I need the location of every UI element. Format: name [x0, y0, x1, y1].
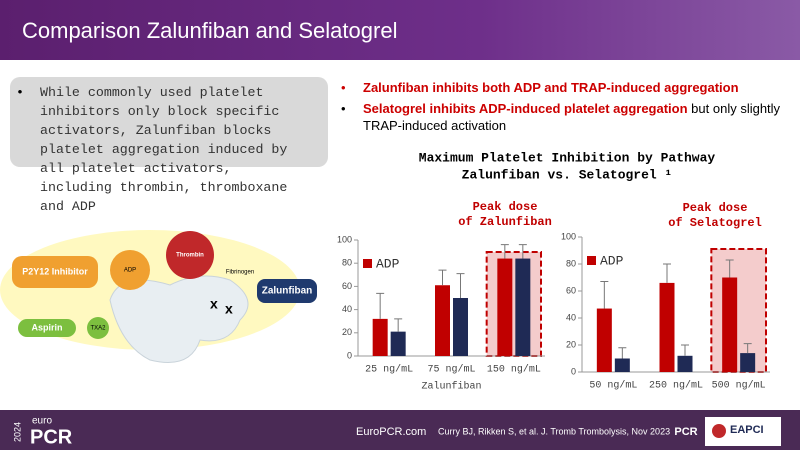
y-tick-label: 80: [566, 258, 576, 268]
box-line: activators, Zalunfiban blocks: [40, 123, 272, 138]
footer-site: EuroPCR.com: [356, 426, 426, 438]
diagram-label: TXA2: [90, 326, 106, 332]
x-tick-label: 50 ng/mL: [589, 380, 637, 392]
box-line: all platelet activators,: [40, 161, 232, 176]
y-tick-label: 100: [337, 234, 352, 244]
y-tick-label: 20: [566, 339, 576, 349]
diagram: x x: [0, 230, 317, 363]
legend-label: ADP: [600, 253, 624, 268]
y-tick-label: 80: [342, 258, 352, 268]
y-tick-label: 100: [561, 231, 576, 241]
diagram-label: Aspirin: [31, 322, 62, 332]
footer-eapci: EAPCI: [730, 424, 764, 436]
footer-citation: Curry BJ, Rikken S, et al. J. Tromb Trom…: [438, 426, 670, 436]
bold-text: Selatogrel inhibits ADP-induced platelet…: [363, 101, 688, 116]
x-axis-label: Zalunfiban: [421, 381, 481, 393]
bullet-1: • Zalunfiban inhibits both ADP and TRAP-i…: [341, 80, 739, 95]
bar: [614, 358, 630, 372]
x-tick-label: 250 ng/mL: [649, 380, 703, 392]
svg-text:x: x: [225, 301, 233, 317]
legend-swatch: [363, 259, 372, 268]
bar: [435, 285, 450, 356]
bar: [740, 353, 756, 372]
error-bar: [438, 269, 447, 286]
bar: [390, 331, 406, 356]
p2y12-box: [12, 256, 98, 288]
annotation: of Zalunfiban: [458, 215, 552, 229]
y-tick-label: 60: [566, 285, 576, 295]
diagram-label: Thrombin: [176, 253, 204, 259]
footer: [0, 410, 800, 450]
header: [0, 0, 800, 60]
text-box: [10, 77, 328, 167]
annotation: Peak dose: [473, 200, 538, 214]
bar: [677, 355, 693, 372]
error-bar: [743, 343, 752, 354]
error-bar: [600, 281, 609, 309]
error-bar: [500, 244, 509, 259]
bar: [515, 258, 531, 356]
error-bar: [618, 347, 627, 359]
error-bar: [394, 318, 403, 332]
diagram-label: Fibrinogen: [226, 270, 254, 276]
y-tick-label: 60: [342, 281, 352, 291]
box-line: including thrombin, thromboxane: [40, 180, 288, 195]
bar: [596, 308, 612, 372]
error-bar: [456, 273, 465, 298]
y-tick-label: 0: [571, 366, 576, 376]
bar: [722, 277, 738, 372]
highlight: [485, 251, 542, 357]
error-bar: [681, 344, 689, 356]
bar: [453, 298, 468, 356]
footer-logo: PCR: [30, 426, 73, 448]
footer-pcr: PCR: [674, 426, 697, 438]
diagram-label: ADP: [124, 268, 136, 274]
svg-text:x: x: [210, 296, 218, 312]
legend-label: ADP: [376, 256, 400, 271]
error-bar: [663, 263, 671, 283]
footer-logo-top: euro: [32, 416, 52, 427]
error-bar: [376, 292, 385, 319]
title: Comparison Zalunfiban and Selatogrel: [22, 18, 398, 43]
y-tick-label: 40: [342, 304, 352, 314]
highlight: [710, 248, 767, 373]
error-bar: [518, 244, 527, 259]
bar: [659, 282, 675, 372]
box-text: • While commonly used platelet inhibitors …: [16, 83, 287, 216]
box-line: While commonly used platelet: [40, 85, 264, 100]
bar: [372, 318, 388, 356]
bullet: •: [16, 85, 24, 100]
eapci-icon: [712, 424, 726, 438]
x-tick-label: 500 ng/mL: [712, 380, 766, 392]
error-bar: [725, 259, 734, 278]
y-tick-label: 20: [342, 327, 352, 337]
diagram-label: P2Y12 Inhibitor: [22, 266, 88, 276]
bold-text: Zalunfiban inhibits both ADP and TRAP-in…: [363, 80, 739, 95]
annotation: Peak dose: [683, 201, 748, 215]
bar: [497, 258, 513, 356]
annotation: of Selatogrel: [668, 216, 762, 230]
figure-title: Zalunfiban vs. Selatogrel ¹: [462, 167, 673, 182]
footer-year: 2024: [12, 422, 22, 442]
y-tick-label: 0: [347, 350, 352, 360]
box-line: and ADP: [40, 199, 96, 214]
x-tick-label: 150 ng/mL: [487, 364, 541, 376]
y-tick-label: 40: [566, 312, 576, 322]
text: but only slightly TRAP-induced activatio…: [363, 101, 781, 133]
x-tick-label: 25 ng/mL: [365, 364, 413, 376]
box-line: inhibitors only block specific: [40, 104, 280, 119]
x-tick-label: 75 ng/mL: [427, 364, 475, 376]
box-line: platelet aggregation induced by: [40, 142, 288, 157]
figure-title: Maximum Platelet Inhibition by Pathway: [419, 150, 716, 165]
bullet-2: • Selatogrel inhibits ADP-induced platele…: [341, 101, 781, 133]
diagram-label: Zalunfiban: [262, 286, 313, 297]
legend-swatch: [587, 256, 596, 265]
